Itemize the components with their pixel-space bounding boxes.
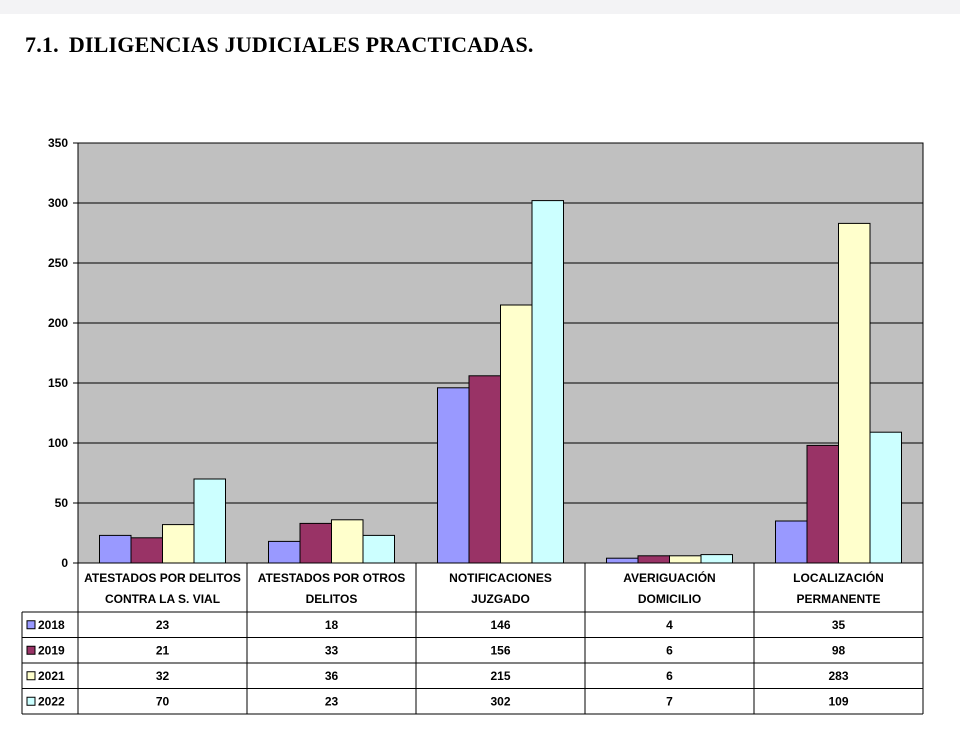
- bar-2019: [806, 444, 839, 564]
- y-tick-label: 350: [48, 136, 68, 150]
- data-table-value: 70: [156, 694, 170, 708]
- bar-2021: [331, 519, 364, 564]
- data-table-value: 109: [828, 694, 848, 708]
- bar-2022: [531, 200, 564, 564]
- heading-number: 7.1.: [25, 32, 59, 57]
- x-category-label: NOTIFICACIONES: [449, 571, 552, 585]
- bar-2021: [162, 524, 195, 564]
- bar-2019: [299, 522, 332, 564]
- data-table-value: 146: [490, 618, 510, 632]
- legend-key-2022: [26, 696, 36, 706]
- data-table-value: 6: [666, 669, 673, 683]
- x-category-label: AVERIGUACIÓN: [623, 570, 715, 585]
- data-table-value: 302: [490, 694, 510, 708]
- legend-key-2019: [26, 645, 36, 655]
- x-category-label: DELITOS: [306, 592, 358, 606]
- legend-key-2021: [26, 671, 36, 681]
- bar-2018: [606, 557, 639, 564]
- data-table-value: 215: [490, 669, 510, 683]
- x-category-label: CONTRA LA S. VIAL: [105, 592, 220, 606]
- legend-label: 2022: [38, 694, 65, 708]
- x-category-label: LOCALIZACIÓN: [793, 570, 884, 585]
- data-table-value: 36: [325, 669, 339, 683]
- data-table-value: 18: [325, 618, 339, 632]
- bar-2018: [437, 387, 470, 564]
- y-tick-label: 50: [55, 496, 69, 510]
- y-tick-label: 0: [61, 556, 68, 570]
- bar-2022: [700, 554, 733, 564]
- x-category-label: ATESTADOS POR OTROS: [258, 571, 406, 585]
- legend-key-2018: [26, 620, 36, 630]
- data-table-value: 33: [325, 643, 339, 657]
- x-category-label: JUZGADO: [471, 592, 530, 606]
- x-category-label: DOMICILIO: [638, 592, 701, 606]
- data-table-value: 21: [156, 643, 170, 657]
- data-table-value: 23: [156, 618, 170, 632]
- data-table-value: 283: [828, 669, 848, 683]
- data-table-value: 23: [325, 694, 339, 708]
- x-category-label: PERMANENTE: [796, 592, 880, 606]
- data-table-value: 98: [832, 643, 846, 657]
- page-heading: 7.1. DILIGENCIAS JUDICIALES PRACTICADAS.: [25, 32, 534, 58]
- x-category-label: ATESTADOS POR DELITOS: [84, 571, 241, 585]
- bar-2022: [869, 431, 902, 564]
- y-tick-label: 300: [48, 196, 68, 210]
- bar-2018: [99, 534, 132, 564]
- bar-2019: [637, 555, 670, 564]
- legend-label: 2018: [38, 618, 65, 632]
- bar-2018: [268, 540, 301, 564]
- bar-2021: [838, 222, 871, 564]
- bar-2022: [193, 478, 226, 564]
- heading-text: DILIGENCIAS JUDICIALES PRACTICADAS.: [68, 32, 534, 57]
- data-table-value: 4: [666, 618, 673, 632]
- bar-2019: [130, 537, 163, 564]
- legend-label: 2019: [38, 643, 65, 657]
- y-tick-label: 250: [48, 256, 68, 270]
- data-table-value: 32: [156, 669, 170, 683]
- y-tick-label: 150: [48, 376, 68, 390]
- y-tick-label: 200: [48, 316, 68, 330]
- bar-2021: [669, 555, 702, 564]
- bar-2021: [500, 304, 533, 564]
- data-table-value: 7: [666, 694, 673, 708]
- data-table-value: 156: [490, 643, 510, 657]
- data-table-value: 6: [666, 643, 673, 657]
- bar-2019: [468, 375, 501, 564]
- top-bar: [0, 0, 960, 14]
- bar-2018: [775, 520, 808, 564]
- data-table-value: 35: [832, 618, 846, 632]
- y-tick-label: 100: [48, 436, 68, 450]
- bar-2022: [362, 534, 395, 564]
- legend-label: 2021: [38, 669, 65, 683]
